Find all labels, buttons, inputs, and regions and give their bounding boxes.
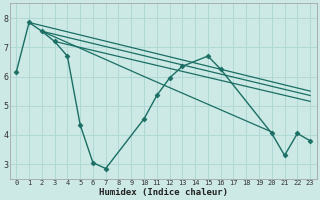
X-axis label: Humidex (Indice chaleur): Humidex (Indice chaleur) <box>99 188 228 197</box>
